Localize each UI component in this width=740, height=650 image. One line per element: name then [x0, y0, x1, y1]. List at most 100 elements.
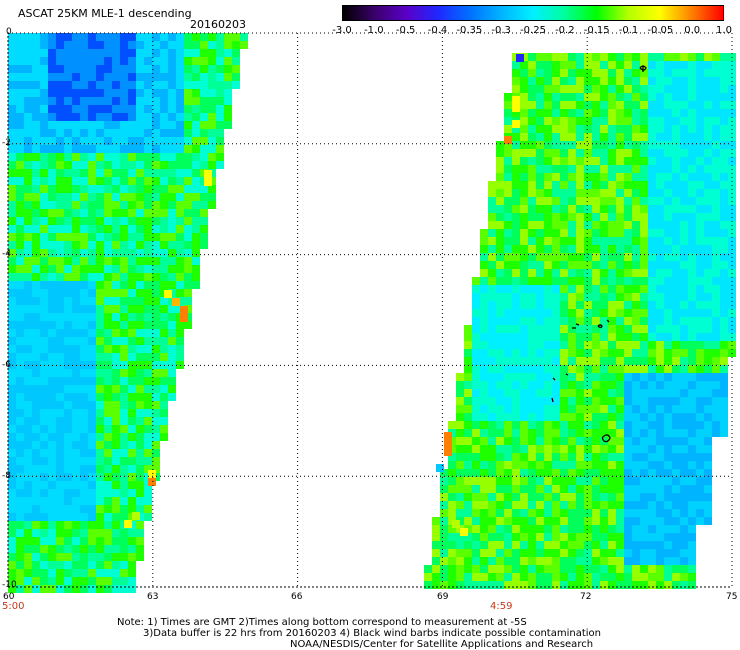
- swath-cell: [8, 289, 16, 297]
- swath-cell: [600, 53, 608, 61]
- swath-cell: [696, 181, 704, 189]
- swath-cell: [544, 541, 552, 549]
- swath-cell: [64, 465, 72, 473]
- swath-cell: [96, 121, 104, 129]
- swath-cell: [656, 165, 664, 173]
- swath-cell: [48, 353, 56, 361]
- swath-cell: [192, 81, 200, 89]
- swath-cell: [592, 533, 600, 541]
- swath-cell: [680, 309, 688, 317]
- swath-cell: [512, 517, 520, 525]
- swath-cell: [232, 33, 240, 41]
- swath-cell: [104, 145, 112, 153]
- swath-cell: [464, 325, 472, 333]
- swath-cell: [648, 237, 656, 245]
- swath-cell: [704, 413, 712, 421]
- swath-cell: [104, 73, 112, 81]
- swath-cell: [520, 85, 528, 93]
- swath-cell: [512, 109, 520, 117]
- swath-cell: [600, 533, 608, 541]
- swath-cell: [176, 201, 184, 209]
- swath-cell: [56, 209, 64, 217]
- swath-cell: [600, 365, 608, 373]
- swath-cell: [56, 457, 64, 465]
- swath-cell: [648, 101, 656, 109]
- swath-cell: [504, 309, 512, 317]
- swath-cell: [512, 573, 520, 581]
- swath-cell: [616, 485, 624, 493]
- swath-cell: [480, 365, 488, 373]
- swath-cell: [120, 321, 128, 329]
- swath-cell: [632, 437, 640, 445]
- swath-cell: [120, 313, 128, 321]
- swath-cell: [712, 125, 720, 133]
- swath-cell-highlight: [172, 298, 180, 306]
- swath-cell: [136, 49, 144, 57]
- swath-cell: [520, 189, 528, 197]
- swath-cell: [552, 397, 560, 405]
- swath-cell: [544, 565, 552, 573]
- swath-cell: [152, 297, 160, 305]
- swath-cell-highlight: [504, 136, 512, 144]
- swath-cell: [576, 381, 584, 389]
- swath-cell: [56, 401, 64, 409]
- swath-cell: [640, 253, 648, 261]
- swath-cell: [56, 129, 64, 137]
- swath-cell: [528, 533, 536, 541]
- swath-cell: [712, 309, 720, 317]
- swath-cell: [568, 181, 576, 189]
- swath-cell: [152, 465, 160, 473]
- swath-cell: [568, 325, 576, 333]
- swath-cell: [664, 301, 672, 309]
- swath-cell: [696, 405, 704, 413]
- swath-cell: [472, 325, 480, 333]
- swath-cell: [80, 441, 88, 449]
- swath-cell: [488, 461, 496, 469]
- swath-cell: [88, 521, 96, 529]
- swath-cell: [88, 177, 96, 185]
- swath-cell: [192, 233, 200, 241]
- swath-cell: [456, 485, 464, 493]
- swath-cell: [488, 485, 496, 493]
- swath-cell: [624, 181, 632, 189]
- swath-cell: [480, 485, 488, 493]
- swath-cell: [688, 533, 696, 541]
- swath-cell: [184, 257, 192, 265]
- swath-cell: [520, 349, 528, 357]
- swath-cell: [496, 149, 504, 157]
- swath-cell: [672, 525, 680, 533]
- swath-cell: [536, 245, 544, 253]
- swath-cell: [608, 341, 616, 349]
- swath-cell: [128, 305, 136, 313]
- swath-cell: [656, 413, 664, 421]
- swath-cell: [488, 437, 496, 445]
- swath-cell: [640, 405, 648, 413]
- swath-cell: [480, 285, 488, 293]
- swath-cell: [144, 393, 152, 401]
- swath-cell: [64, 545, 72, 553]
- swath-cell: [568, 573, 576, 581]
- swath-cell: [616, 501, 624, 509]
- swath-cell: [72, 313, 80, 321]
- swath-cell: [664, 365, 672, 373]
- swath-cell: [568, 301, 576, 309]
- swath-cell: [688, 581, 696, 589]
- swath-cell: [112, 217, 120, 225]
- swath-cell: [552, 533, 560, 541]
- swath-cell: [664, 157, 672, 165]
- swath-cell: [120, 81, 128, 89]
- swath-cell: [672, 253, 680, 261]
- swath-cell: [552, 357, 560, 365]
- swath-cell: [528, 69, 536, 77]
- swath-cell: [504, 581, 512, 589]
- swath-cell: [680, 157, 688, 165]
- swath-cell: [624, 205, 632, 213]
- swath-cell: [512, 421, 520, 429]
- swath-cell: [72, 305, 80, 313]
- swath-cell: [648, 125, 656, 133]
- swath-cell: [568, 509, 576, 517]
- swath-cell: [544, 173, 552, 181]
- swath-cell: [688, 357, 696, 365]
- swath-cell: [560, 101, 568, 109]
- swath-cell: [624, 509, 632, 517]
